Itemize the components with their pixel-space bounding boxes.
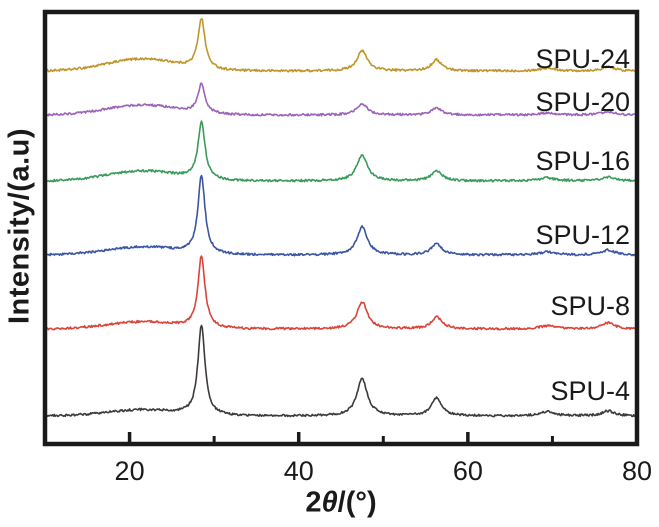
x-axis-title-suffix: /(°) [337,486,377,519]
series-curve-SPU-24 [44,18,638,73]
theta-symbol: θ [321,486,338,519]
x-tick-label: 80 [622,456,652,486]
x-axis-title: 2θ/(°) [305,487,376,520]
x-axis-title-prefix: 2 [305,486,322,519]
series-curve-SPU-8 [44,255,638,331]
series-label-SPU-12: SPU-12 [535,220,630,250]
x-tick-label: 20 [115,456,145,486]
series-label-SPU-8: SPU-8 [550,291,630,321]
y-axis-title: Intensity/(a.u) [3,127,36,325]
series-curve-SPU-4 [44,324,638,418]
series-label-SPU-24: SPU-24 [535,44,630,74]
series-curve-SPU-20 [44,82,638,117]
series-label-SPU-20: SPU-20 [535,87,630,117]
series-curve-SPU-16 [44,120,637,183]
plot-frame [42,9,640,447]
series-curve-SPU-12 [44,174,638,257]
series-label-SPU-16: SPU-16 [535,146,630,176]
x-tick-label: 60 [453,456,483,486]
series-label-SPU-4: SPU-4 [550,376,630,406]
x-tick-label: 40 [284,456,314,486]
